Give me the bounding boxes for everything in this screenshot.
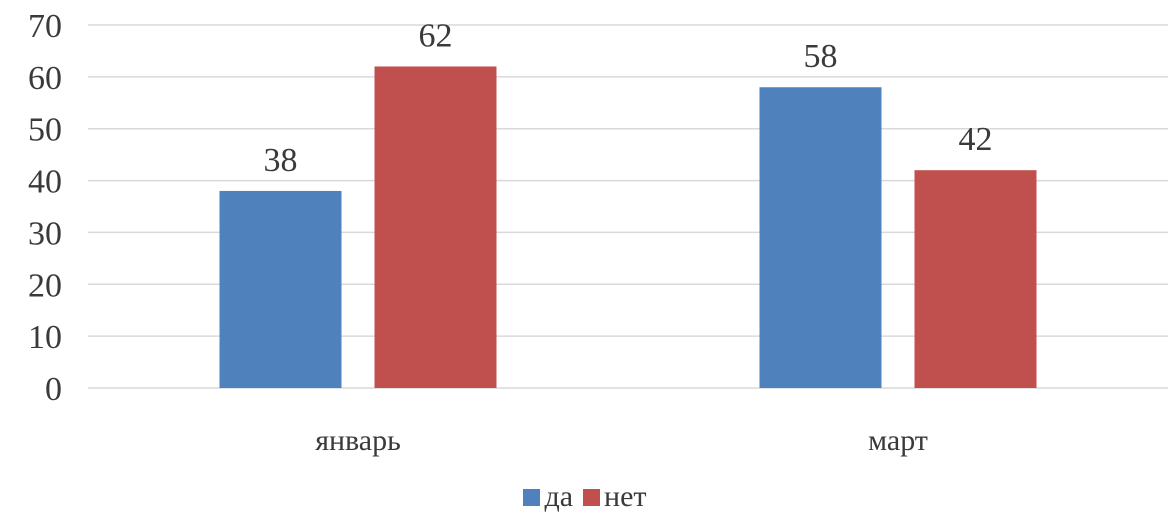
category-label: январь — [315, 424, 401, 457]
y-tick-label: 0 — [45, 371, 62, 408]
legend-label: нет — [604, 480, 647, 513]
bar-yes — [759, 87, 882, 388]
legend-swatch — [583, 488, 601, 506]
legend-item: да — [523, 480, 573, 514]
y-tick-label: 10 — [28, 319, 62, 356]
data-label: 38 — [264, 142, 298, 179]
y-axis-tick-labels: 0 10 20 30 40 50 60 70 — [28, 8, 62, 408]
bar-chart: 0 10 20 30 40 50 60 70 38 62 58 42 январь март — [28, 8, 1168, 457]
bar-yes — [219, 190, 342, 388]
y-tick-label: 60 — [28, 60, 62, 97]
legend-label: да — [544, 480, 574, 513]
legend-item: нет — [583, 480, 647, 514]
legend: да нет — [0, 480, 1170, 514]
bar-no — [914, 170, 1037, 388]
bar-no — [374, 66, 497, 388]
bars — [219, 66, 1037, 388]
data-label: 62 — [419, 17, 453, 54]
x-axis-category-labels: январь март — [315, 424, 928, 457]
data-label: 42 — [959, 121, 993, 158]
data-label: 58 — [804, 38, 838, 75]
y-tick-label: 20 — [28, 267, 62, 304]
y-tick-label: 70 — [28, 8, 62, 45]
y-tick-label: 40 — [28, 164, 62, 201]
data-labels: 38 62 58 42 — [264, 17, 993, 178]
y-tick-label: 30 — [28, 215, 62, 252]
legend-swatch — [523, 488, 541, 506]
category-label: март — [868, 424, 928, 457]
y-tick-label: 50 — [28, 112, 62, 149]
